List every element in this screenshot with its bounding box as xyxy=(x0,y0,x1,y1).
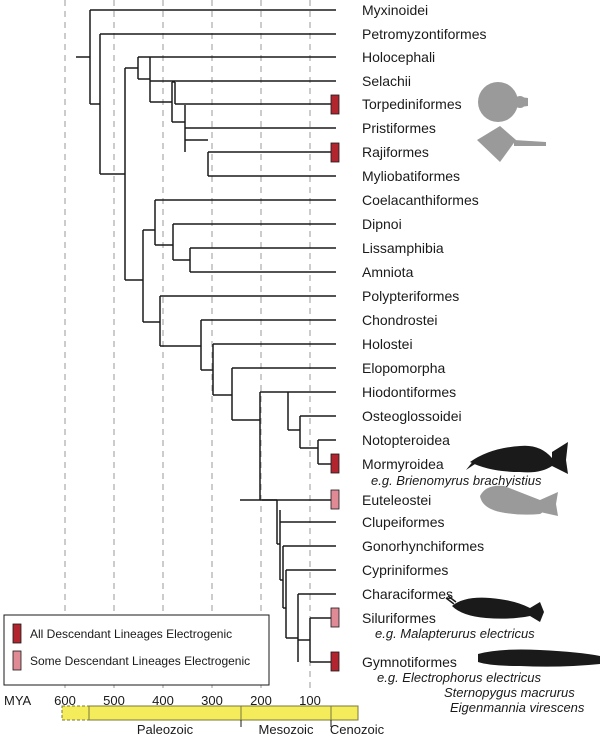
taxon-label: Torpediniformes xyxy=(362,96,462,112)
era-bar-paleozoic xyxy=(88,705,242,721)
tick-label: 200 xyxy=(250,693,272,708)
taxon-label: Gymnotiformes xyxy=(362,654,457,670)
catfish-silhouette-icon xyxy=(445,595,544,622)
tick-label: 600 xyxy=(54,693,76,708)
example-siluriformes: e.g. Malapterurus electricus xyxy=(375,626,535,641)
taxon-label: Selachii xyxy=(362,73,411,89)
taxon-label: Chondrostei xyxy=(362,312,438,328)
taxon-label: Osteoglossoidei xyxy=(362,408,462,424)
tick-label: 500 xyxy=(103,693,125,708)
example-gymnotiformes-2: Sternopygus macrurus xyxy=(444,685,575,700)
era-label-paleozoic: Paleozoic xyxy=(137,722,194,736)
taxon-label: Cypriniformes xyxy=(362,562,448,578)
mormyrid-silhouette-icon xyxy=(466,442,568,474)
era-bar-precambrian xyxy=(61,705,90,721)
taxon-label: Rajiformes xyxy=(362,144,429,160)
skate-silhouette-icon xyxy=(477,126,546,162)
taxon-label: Notopteroidea xyxy=(362,432,450,448)
era-label-cenozoic: Cenozoic xyxy=(330,722,385,736)
marker-rajiformes xyxy=(330,142,340,163)
example-gymnotiformes-3: Eigenmannia virescens xyxy=(450,700,585,715)
marker-mormyroidea xyxy=(330,453,340,474)
taxon-label: Gonorhynchiformes xyxy=(362,538,484,554)
era-bar-mesozoic xyxy=(240,705,332,721)
euteleost-silhouette-icon xyxy=(480,485,558,516)
taxon-label: Coelacanthiformes xyxy=(362,192,479,208)
tick-label: 400 xyxy=(152,693,174,708)
legend-swatch-some xyxy=(12,650,22,671)
taxon-label: Clupeiformes xyxy=(362,514,444,530)
example-species: e.g. Brienomyrus brachyistius e.g. Malap… xyxy=(371,473,585,715)
taxon-label: Petromyzontiformes xyxy=(362,26,486,42)
tick-label: 100 xyxy=(299,693,321,708)
axis-unit-label: MYA xyxy=(4,693,32,708)
time-gridlines xyxy=(64,0,311,690)
legend-box xyxy=(3,614,270,686)
example-mormyroidea: e.g. Brienomyrus brachyistius xyxy=(371,473,542,488)
marker-euteleostei xyxy=(330,489,340,510)
taxon-label: Amniota xyxy=(362,264,414,280)
taxon-label: Mormyroidea xyxy=(362,456,444,472)
time-axis: MYA 600 500 400 300 200 100 Paleozoic Me… xyxy=(4,693,385,736)
electrogenic-markers xyxy=(330,94,340,672)
taxon-label: Holocephali xyxy=(362,49,435,65)
era-label-mesozoic: Mesozoic xyxy=(259,722,314,736)
legend-some-label: Some Descendant Lineages Electrogenic xyxy=(30,654,250,668)
taxon-labels: Myxinoidei Petromyzontiformes Holocephal… xyxy=(362,2,486,670)
taxon-label: Holostei xyxy=(362,336,413,352)
legend: All Descendant Lineages Electrogenic Som… xyxy=(3,614,270,686)
example-gymnotiformes-1: e.g. Electrophorus electricus xyxy=(377,670,542,685)
taxon-label: Dipnoi xyxy=(362,216,402,232)
taxon-label: Elopomorpha xyxy=(362,360,445,376)
tree-branches xyxy=(76,9,336,663)
taxon-label: Polypteriformes xyxy=(362,288,459,304)
taxon-label: Myliobatiformes xyxy=(362,168,460,184)
taxon-label: Characiformes xyxy=(362,586,453,602)
marker-torpediniformes xyxy=(330,94,340,115)
eel-silhouette-icon xyxy=(478,649,600,667)
marker-siluriformes xyxy=(330,607,340,628)
taxon-label: Pristiformes xyxy=(362,120,436,136)
taxon-label: Hiodontiformes xyxy=(362,384,456,400)
era-bar-cenozoic xyxy=(330,705,359,721)
silhouettes xyxy=(445,82,600,667)
tick-label: 300 xyxy=(201,693,223,708)
taxon-label: Euteleostei xyxy=(362,492,431,508)
legend-swatch-all xyxy=(12,623,22,644)
legend-all-label: All Descendant Lineages Electrogenic xyxy=(30,627,232,641)
taxon-label: Siluriformes xyxy=(362,610,436,626)
marker-gymnotiformes xyxy=(330,651,340,672)
taxon-label: Lissamphibia xyxy=(362,240,444,256)
torpedo-ray-silhouette-icon xyxy=(478,82,528,122)
taxon-label: Myxinoidei xyxy=(362,2,428,18)
